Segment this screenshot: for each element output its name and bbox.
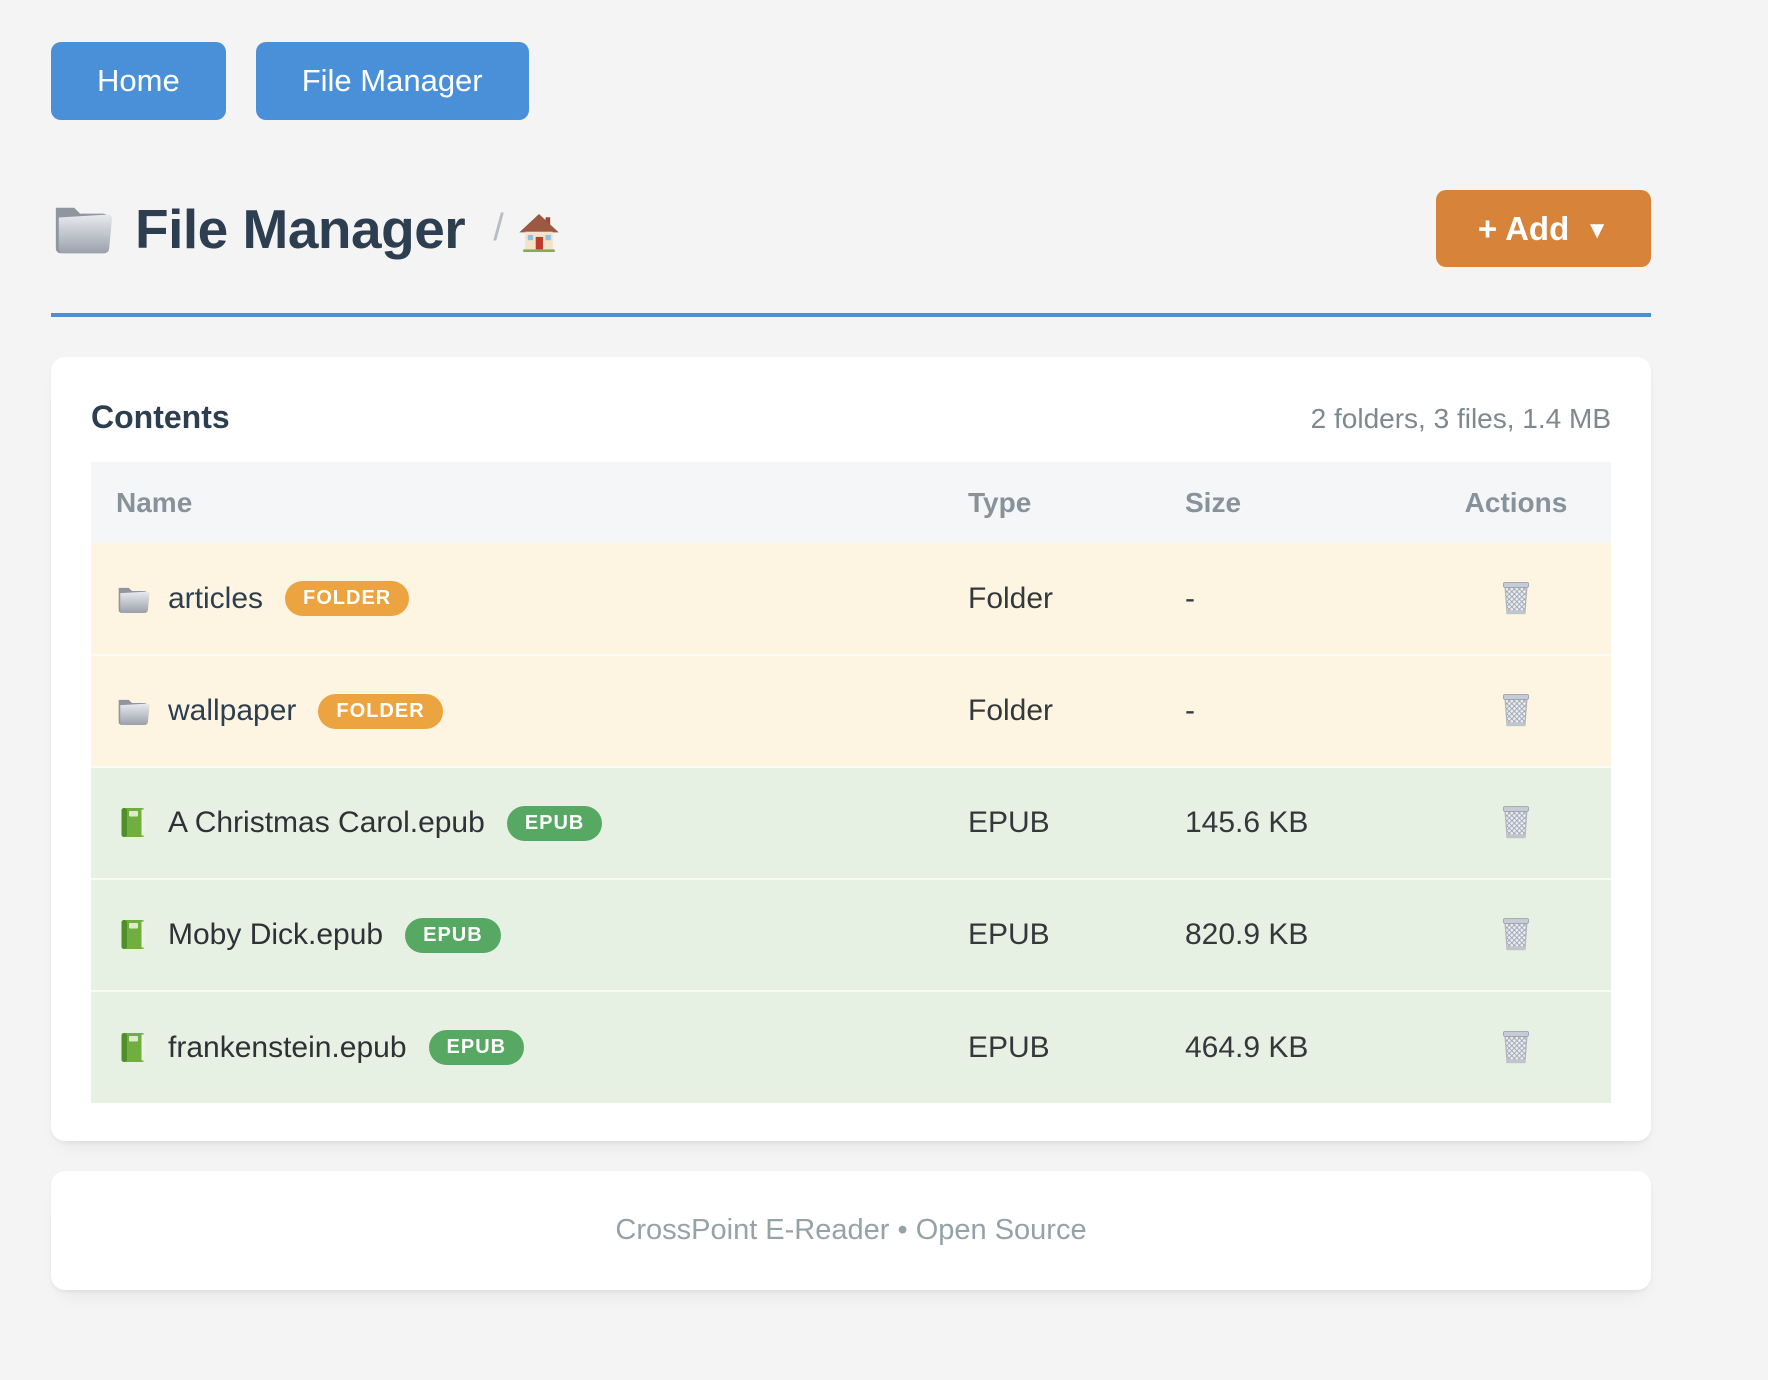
folder-icon [116, 583, 150, 615]
contents-heading: Contents [91, 399, 230, 435]
top-nav: Home File Manager [51, 0, 1651, 120]
file-type: Folder [968, 581, 1054, 615]
trash-icon [1499, 915, 1533, 952]
contents-header: Contents 2 folders, 3 files, 1.4 MB [91, 399, 1611, 436]
trash-icon [1499, 1028, 1533, 1065]
delete-button[interactable] [1493, 687, 1539, 735]
table-row: articles FOLDER Folder - [91, 543, 1611, 655]
add-button[interactable]: + Add ▼ [1435, 190, 1651, 267]
breadcrumb-separator: / [493, 207, 504, 249]
folder-icon [116, 695, 150, 727]
contents-summary: 2 folders, 3 files, 1.4 MB [1310, 403, 1611, 434]
trash-icon [1499, 803, 1533, 840]
page-container: Home File Manager File Manager / [51, 0, 1651, 1290]
title-underline [51, 313, 1651, 317]
file-size: - [1185, 581, 1195, 615]
chevron-down-icon: ▼ [1585, 216, 1609, 244]
file-size: 145.6 KB [1185, 806, 1309, 839]
footer-text: CrossPoint E-Reader • Open Source [615, 1214, 1087, 1246]
folder-icon [51, 200, 113, 258]
file-name: A Christmas Carol.epub [168, 806, 485, 839]
type-badge: EPUB [428, 1030, 525, 1065]
file-type: EPUB [968, 918, 1050, 951]
delete-button[interactable] [1493, 911, 1539, 959]
file-type: Folder [968, 694, 1054, 727]
footer-card: CrossPoint E-Reader • Open Source [51, 1171, 1651, 1290]
type-badge: FOLDER [285, 581, 410, 616]
table-row: frankenstein.epub EPUB EPUB 464.9 KB [91, 991, 1611, 1103]
nav-home-button[interactable]: Home [51, 42, 226, 120]
file-name[interactable]: wallpaper [168, 694, 297, 727]
type-badge: FOLDER [318, 693, 443, 729]
column-header-size: Size [1184, 462, 1430, 543]
breadcrumb: / [493, 204, 560, 254]
type-badge: EPUB [506, 805, 603, 841]
file-table: Name Type Size Actions articles FOLDER [91, 462, 1611, 1103]
breadcrumb-home-link[interactable] [518, 204, 560, 254]
file-type: EPUB [968, 1030, 1050, 1064]
file-name[interactable]: articles [168, 581, 264, 615]
trash-icon [1499, 579, 1533, 616]
trash-icon [1499, 691, 1533, 728]
add-button-label: + Add [1477, 209, 1570, 247]
column-header-type: Type [967, 462, 1184, 543]
type-badge: EPUB [405, 917, 501, 953]
page-title: File Manager [135, 197, 466, 260]
file-name: frankenstein.epub [168, 1030, 407, 1064]
column-header-name: Name [91, 462, 967, 543]
table-row: A Christmas Carol.epub EPUB EPUB 145.6 K… [91, 767, 1611, 879]
table-header-row: Name Type Size Actions [91, 462, 1611, 543]
green-book-icon [116, 1032, 150, 1064]
house-icon [518, 204, 560, 254]
green-book-icon [116, 807, 150, 839]
contents-card: Contents 2 folders, 3 files, 1.4 MB Name… [51, 357, 1651, 1141]
column-header-actions: Actions [1430, 462, 1611, 543]
delete-button[interactable] [1493, 575, 1539, 623]
green-book-icon [116, 919, 150, 951]
file-size: 464.9 KB [1185, 1030, 1309, 1064]
delete-button[interactable] [1493, 799, 1539, 847]
table-row: Moby Dick.epub EPUB EPUB 820.9 KB [91, 879, 1611, 991]
file-size: 820.9 KB [1185, 918, 1309, 951]
file-name: Moby Dick.epub [168, 918, 384, 951]
table-row: wallpaper FOLDER Folder - [91, 655, 1611, 767]
page-header: File Manager / [51, 190, 1651, 267]
file-type: EPUB [968, 806, 1050, 839]
page-title-group: File Manager / [51, 197, 560, 261]
delete-button[interactable] [1493, 1024, 1539, 1072]
nav-file-manager-button[interactable]: File Manager [255, 42, 529, 120]
file-size: - [1185, 694, 1195, 727]
file-table-body: articles FOLDER Folder - [91, 543, 1611, 1103]
